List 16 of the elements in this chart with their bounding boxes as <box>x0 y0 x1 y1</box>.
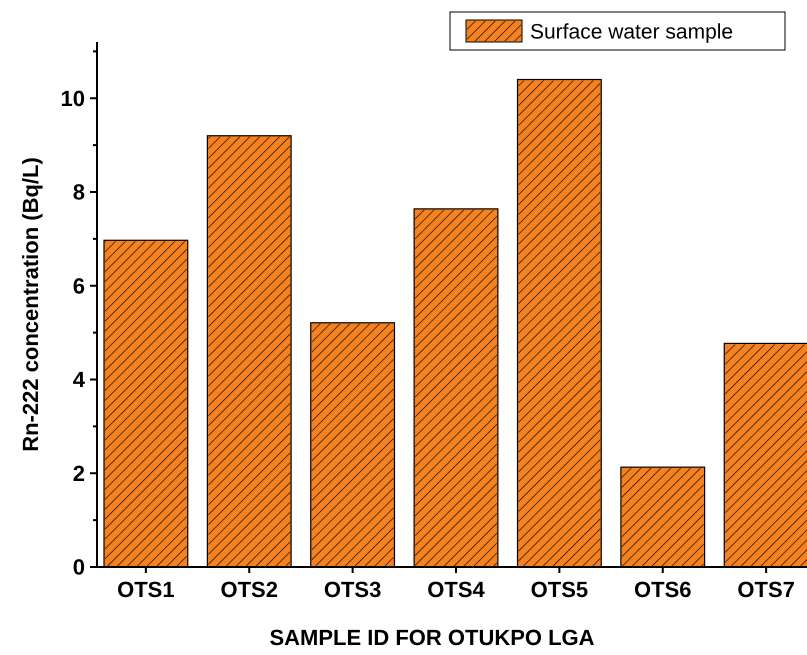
y-tick-label: 2 <box>72 460 85 486</box>
x-axis-title: SAMPLE ID FOR OTUKPO LGA <box>269 625 595 650</box>
y-tick-label: 4 <box>72 367 86 392</box>
x-tick-label: OTS3 <box>324 577 382 602</box>
x-tick-label: OTS4 <box>427 577 486 602</box>
x-tick-label: OTS2 <box>220 577 278 602</box>
y-tick-label: 10 <box>60 86 85 111</box>
legend-label: Surface water sample <box>530 20 734 44</box>
x-tick-label: OTS6 <box>634 577 692 602</box>
x-tick-label: OTS1 <box>117 577 175 602</box>
x-tick-label: OTS7 <box>737 577 795 602</box>
y-axis-title: Rn-222 concentration (Bq/L) <box>18 157 43 452</box>
y-tick-label: 0 <box>72 554 85 580</box>
y-tick-label: 8 <box>72 180 85 205</box>
y-tick-label: 6 <box>72 273 85 298</box>
x-tick-label: OTS5 <box>530 577 588 602</box>
